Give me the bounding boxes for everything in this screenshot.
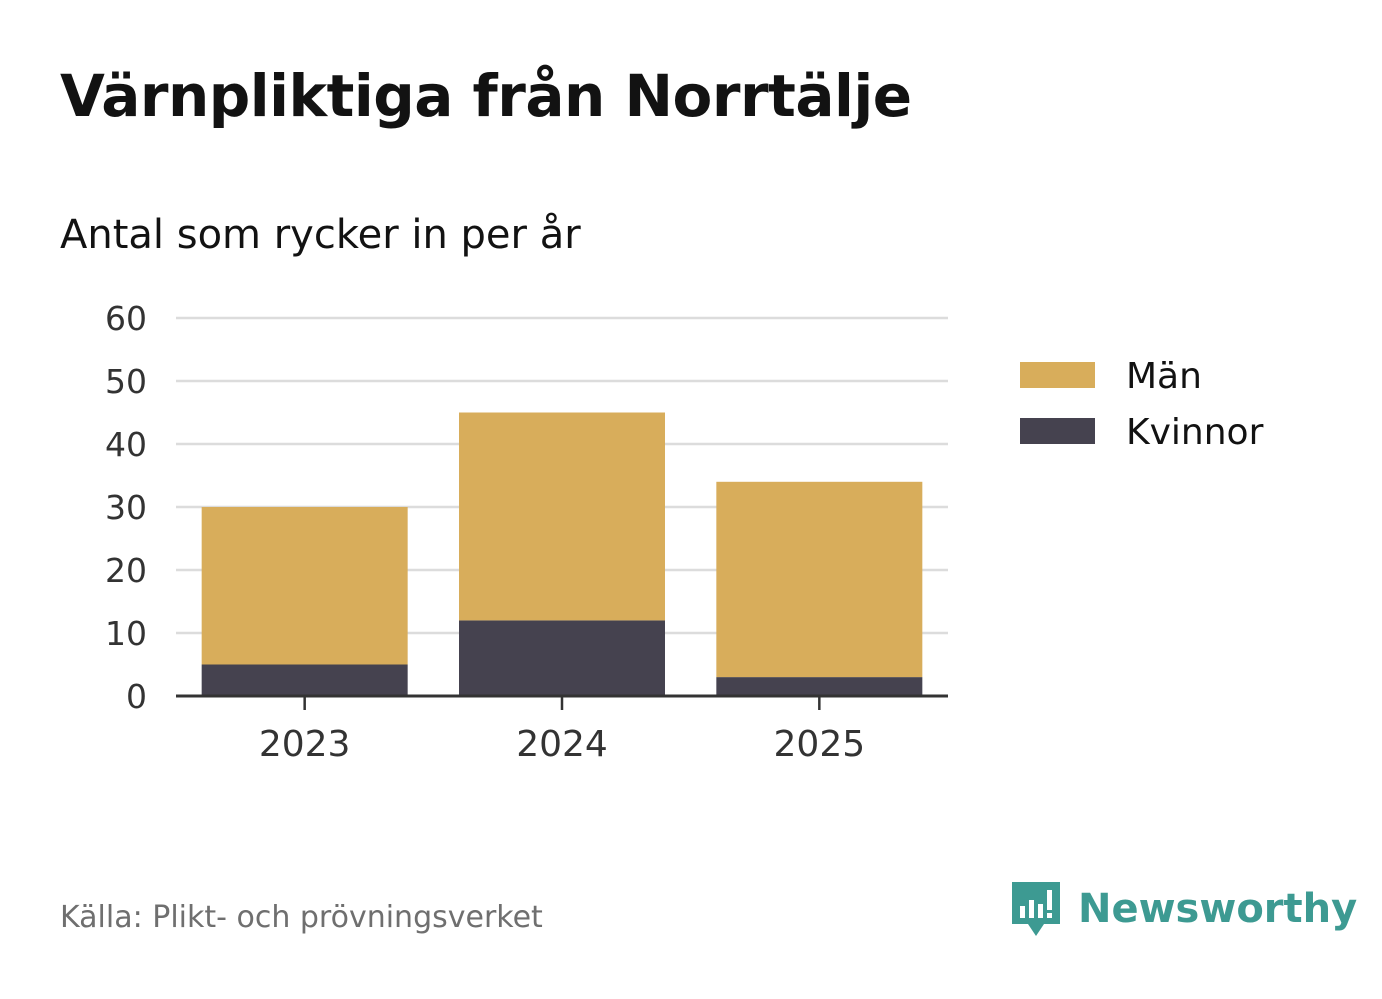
legend-swatch-kvinnor [1020,418,1095,444]
y-tick-label: 50 [105,362,147,401]
legend-label-kvinnor: Kvinnor [1126,412,1264,453]
x-tick-label: 2024 [516,724,608,765]
x-tick-label: 2023 [259,724,351,765]
source-note: Källa: Plikt- och prövningsverket [60,900,543,935]
bar-kvinnor-2023 [201,664,408,696]
chart-title: Värnpliktiga från Norrtälje [60,62,912,130]
bar-kvinnor-2025 [716,677,923,696]
chart-subtitle: Antal som rycker in per år [60,212,581,258]
bar-män-2023 [201,507,408,665]
legend-label-män: Män [1126,356,1202,397]
y-tick-label: 30 [105,488,147,527]
y-tick-label: 40 [105,425,147,464]
brand-logo[interactable]: Newsworthy [1010,878,1357,940]
bar-män-2025 [716,481,923,678]
y-tick-label: 10 [105,614,147,653]
bar-män-2024 [459,412,665,621]
brand-name: Newsworthy [1078,886,1358,932]
legend-swatch-män [1020,362,1095,388]
y-tick-label: 20 [105,551,147,590]
newsworthy-logo-icon [1012,882,1060,936]
y-tick-label: 0 [126,677,147,716]
x-tick-label: 2025 [774,724,866,765]
bar-kvinnor-2024 [459,620,665,696]
y-tick-label: 60 [105,299,147,338]
